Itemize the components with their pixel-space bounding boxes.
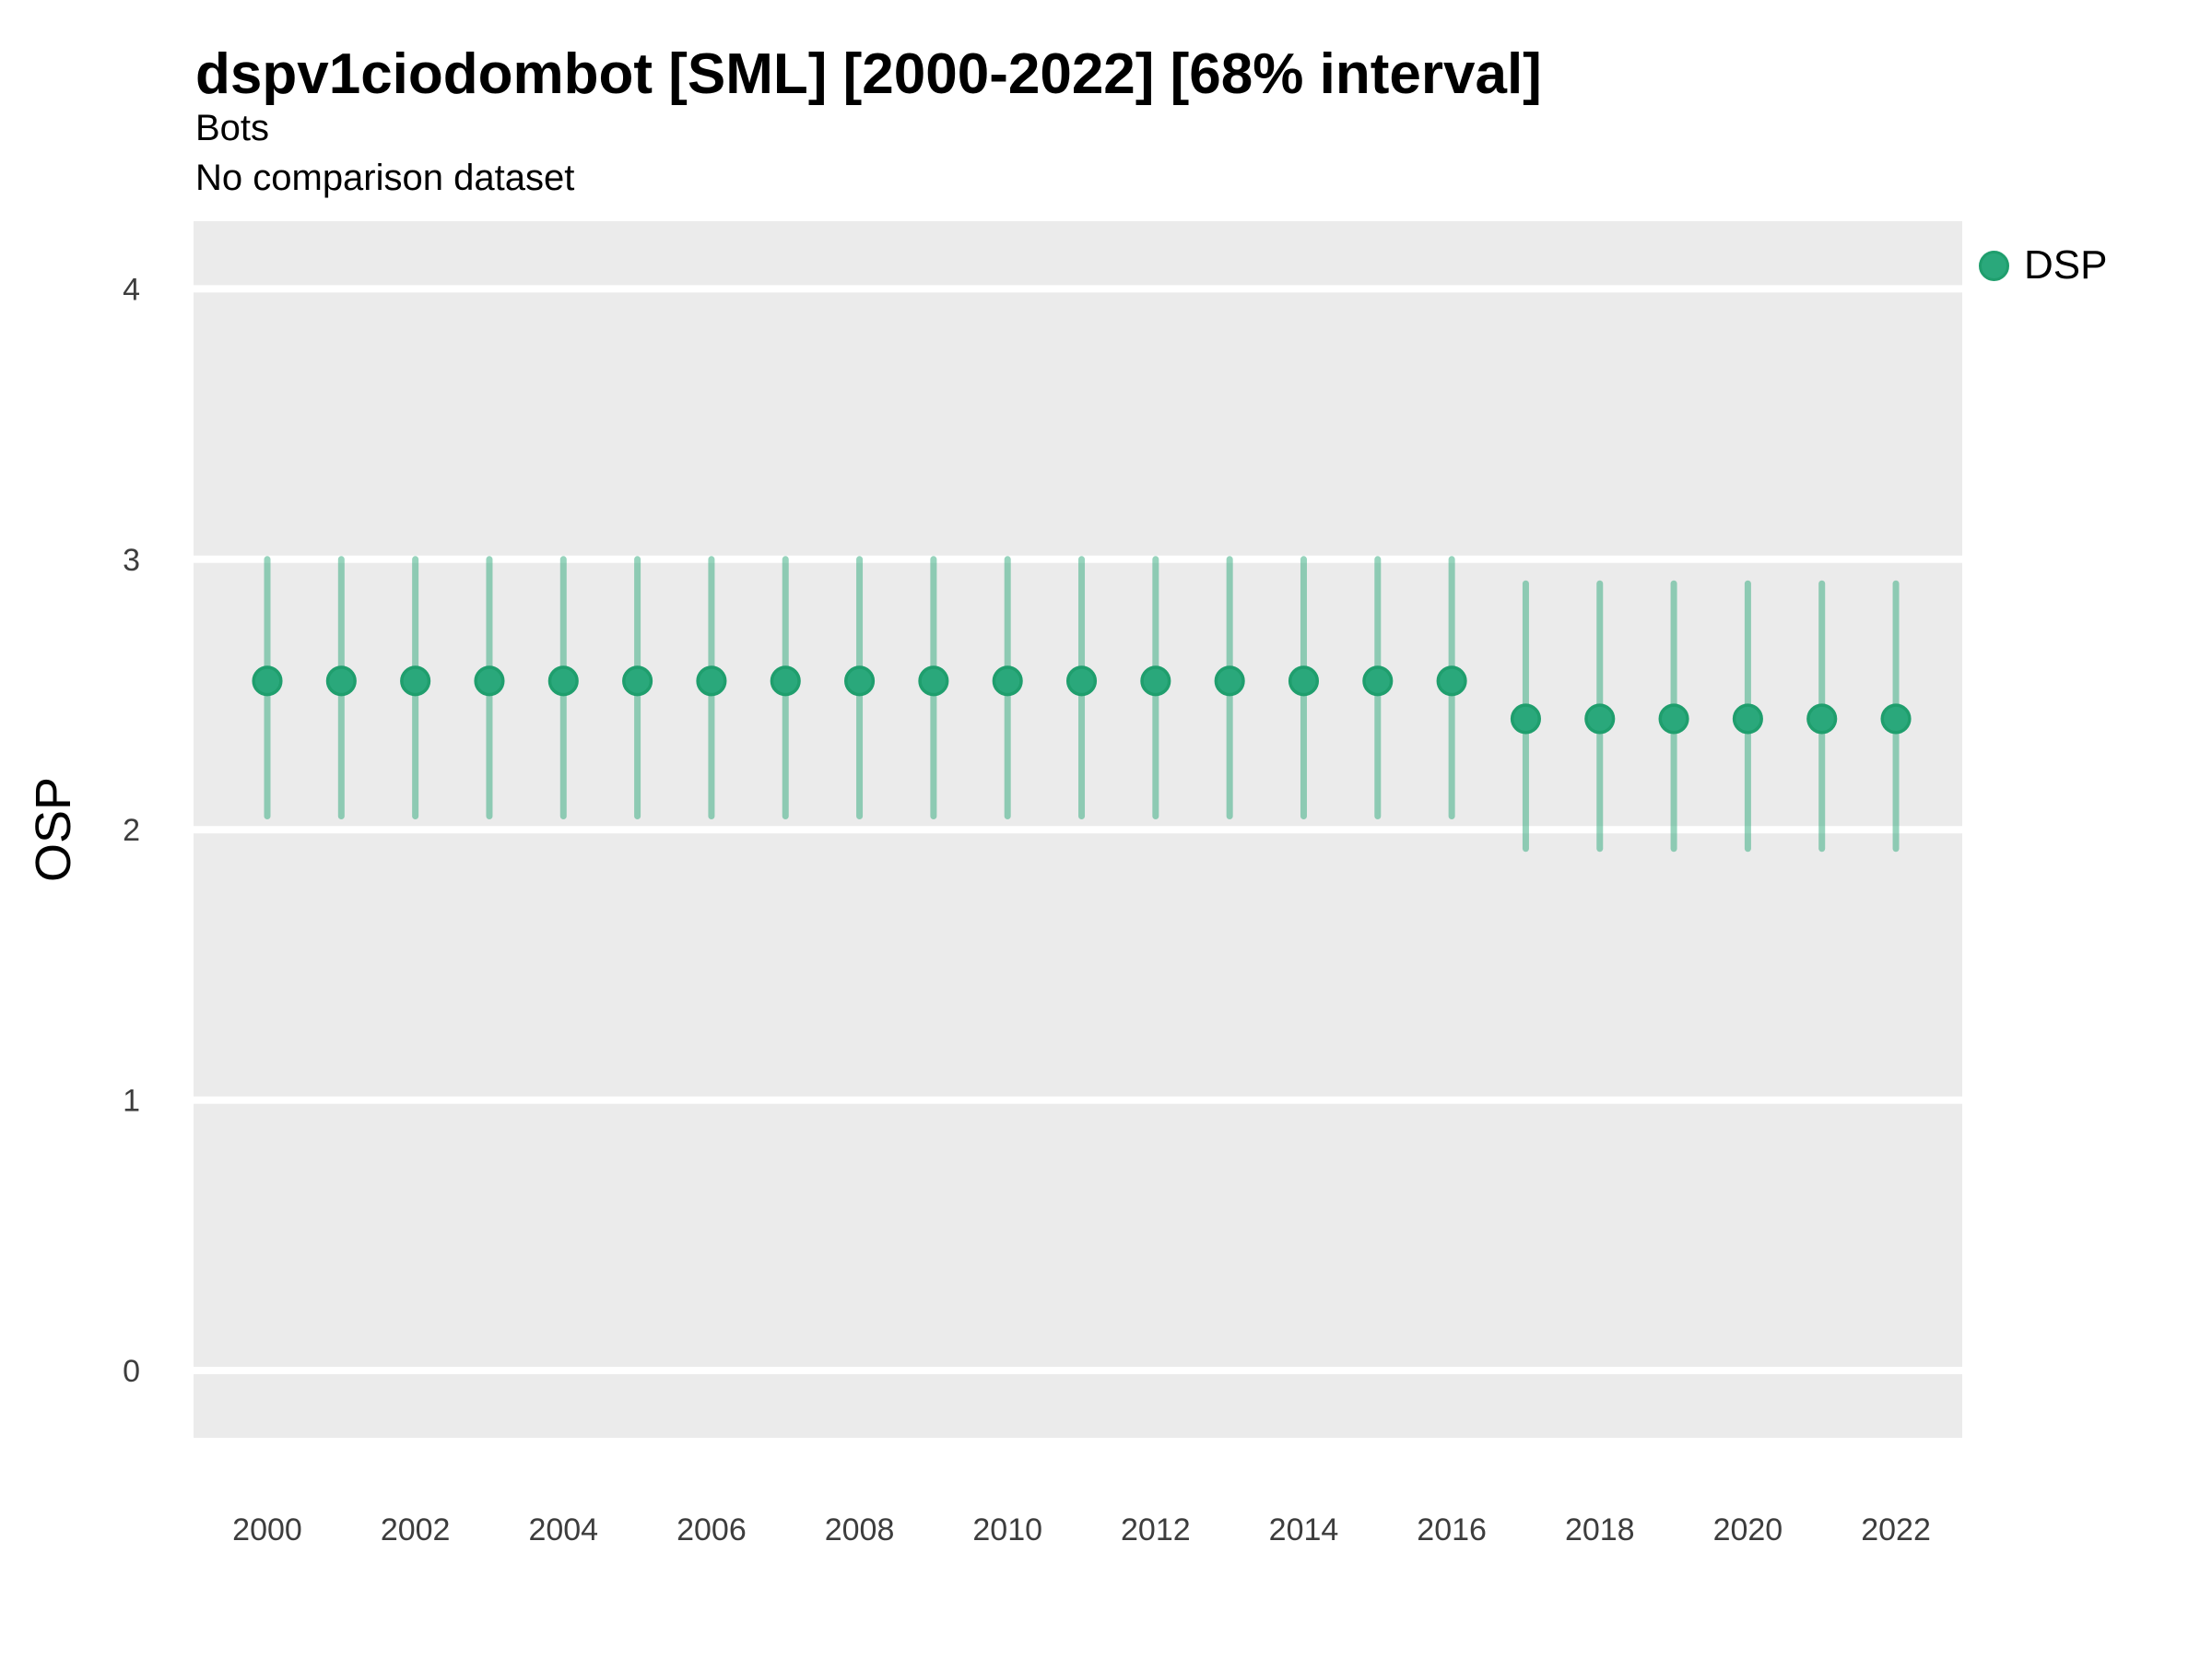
data-point-2001 xyxy=(325,665,357,697)
data-point-2006 xyxy=(696,665,727,697)
data-point-2013 xyxy=(1214,665,1245,697)
chart-subtitle: Bots xyxy=(195,108,270,148)
x-tick-label-2010: 2010 xyxy=(972,1512,1042,1547)
x-tick-label-2004: 2004 xyxy=(528,1512,598,1547)
y-axis-title: OSP xyxy=(26,776,81,883)
data-point-2019 xyxy=(1658,703,1689,735)
y-tick-label-4: 4 xyxy=(123,272,140,307)
data-point-2022 xyxy=(1880,703,1912,735)
data-point-2015 xyxy=(1362,665,1394,697)
x-tick-label-2002: 2002 xyxy=(381,1512,451,1547)
data-point-2009 xyxy=(918,665,949,697)
x-tick-label-2006: 2006 xyxy=(677,1512,747,1547)
data-point-2018 xyxy=(1584,703,1616,735)
data-point-2017 xyxy=(1510,703,1541,735)
x-tick-label-2012: 2012 xyxy=(1121,1512,1191,1547)
y-tick-label-0: 0 xyxy=(123,1354,140,1389)
x-tick-label-2016: 2016 xyxy=(1417,1512,1487,1547)
data-point-2007 xyxy=(770,665,801,697)
data-point-2003 xyxy=(474,665,505,697)
x-tick-label-2018: 2018 xyxy=(1565,1512,1635,1547)
x-tick-label-2020: 2020 xyxy=(1713,1512,1783,1547)
legend-point-icon xyxy=(1979,250,2009,281)
x-tick-label-2008: 2008 xyxy=(825,1512,895,1547)
data-point-2004 xyxy=(547,665,579,697)
data-point-2012 xyxy=(1140,665,1171,697)
y-tick-label-1: 1 xyxy=(123,1084,140,1119)
data-point-2010 xyxy=(992,665,1023,697)
data-point-2011 xyxy=(1065,665,1098,697)
chart-subtitle-2: No comparison dataset xyxy=(195,158,575,198)
x-tick-label-2000: 2000 xyxy=(232,1512,302,1547)
data-point-2021 xyxy=(1806,703,1838,735)
data-point-2000 xyxy=(252,665,283,697)
chart-title: dspv1ciodombot [SML] [2000-2022] [68% in… xyxy=(195,42,1542,106)
y-tick-label-3: 3 xyxy=(123,543,140,578)
legend: DSP xyxy=(1979,245,2107,286)
data-point-2020 xyxy=(1732,703,1763,735)
data-point-2008 xyxy=(844,665,876,697)
legend-label-dsp: DSP xyxy=(2024,242,2108,288)
data-point-2016 xyxy=(1436,665,1467,697)
x-tick-label-2022: 2022 xyxy=(1861,1512,1931,1547)
data-point-2005 xyxy=(622,665,653,697)
data-point-2014 xyxy=(1288,665,1320,697)
data-point-2002 xyxy=(400,665,431,697)
y-tick-label-2: 2 xyxy=(123,813,140,848)
x-tick-label-2014: 2014 xyxy=(1269,1512,1339,1547)
